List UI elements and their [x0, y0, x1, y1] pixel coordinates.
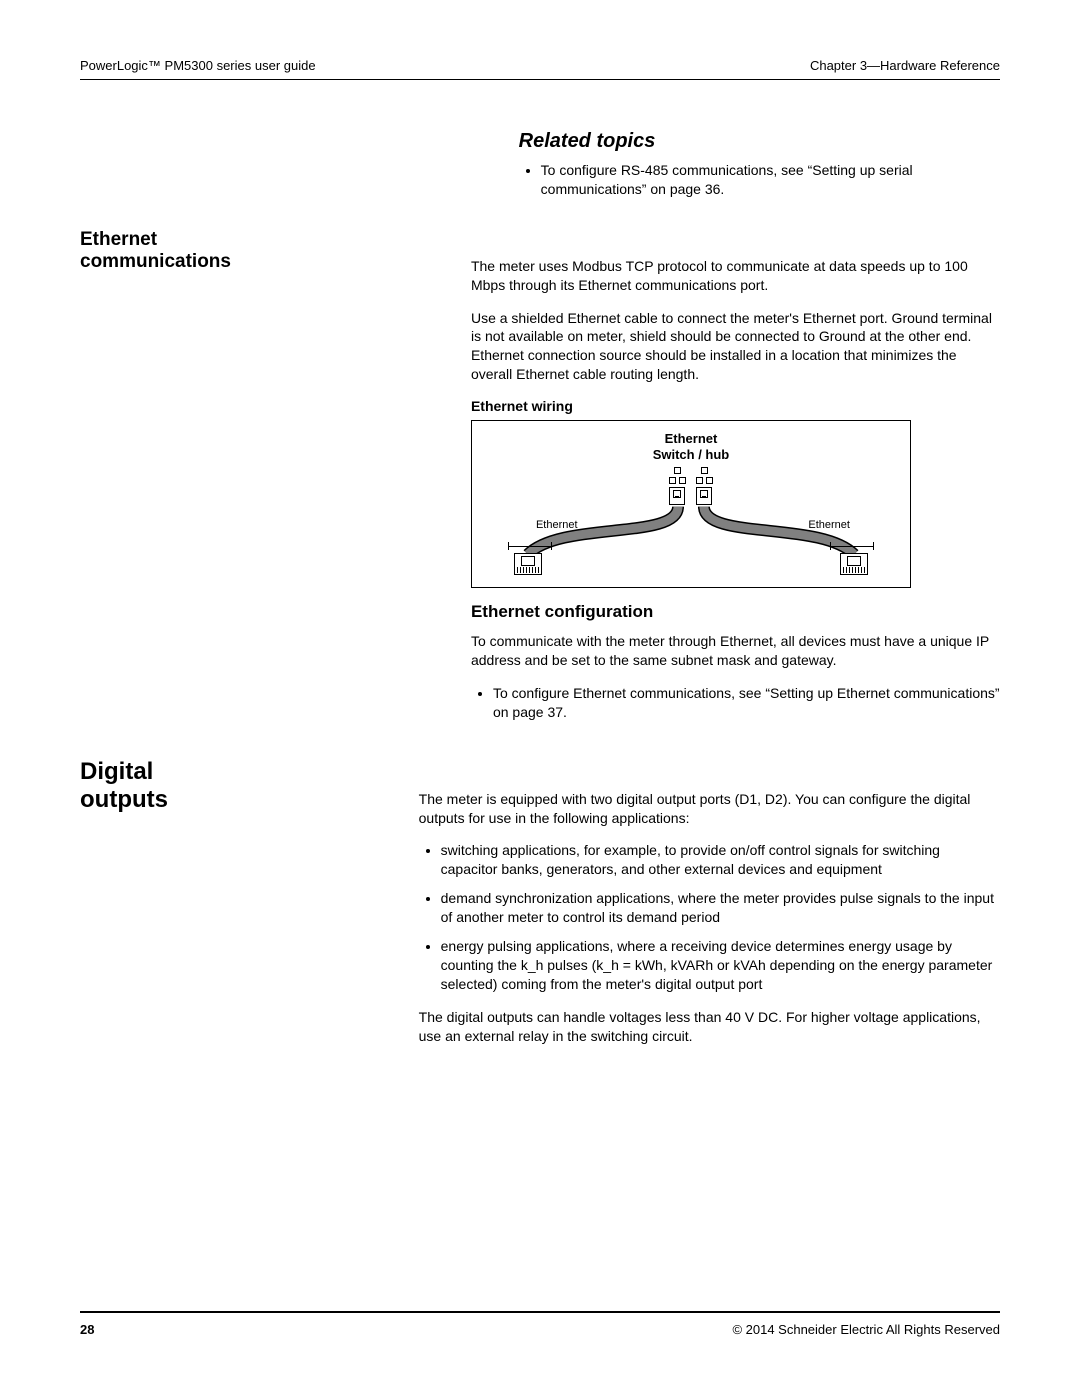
- digital-outro: The digital outputs can handle voltages …: [419, 1008, 1000, 1046]
- list-item: switching applications, for example, to …: [441, 841, 1000, 879]
- list-item: demand synchronization applications, whe…: [441, 889, 1000, 927]
- header-right: Chapter 3—Hardware Reference: [810, 58, 1000, 73]
- dimension-line-icon: [508, 546, 552, 547]
- heading-related-topics: Related topics: [519, 130, 1000, 153]
- diagram-label-left: Ethernet: [536, 519, 578, 531]
- diagram-label-right: Ethernet: [808, 519, 850, 531]
- page-footer: 28 © 2014 Schneider Electric All Rights …: [80, 1322, 1000, 1337]
- page-number: 28: [80, 1322, 94, 1337]
- heading-ethernet-wiring: Ethernet wiring: [471, 398, 1000, 414]
- section-ethernet-communications: Ethernet communications The meter uses M…: [80, 229, 1000, 732]
- digital-intro: The meter is equipped with two digital o…: [419, 790, 1000, 828]
- ethernet-config-list: To configure Ethernet communications, se…: [471, 684, 1000, 722]
- ethernet-config-para: To communicate with the meter through Et…: [471, 632, 1000, 670]
- copyright-text: © 2014 Schneider Electric All Rights Res…: [732, 1322, 1000, 1337]
- related-topics-list: To configure RS-485 communications, see …: [519, 161, 1000, 199]
- heading-digital-outputs: Digital outputs: [80, 758, 179, 814]
- digital-outputs-list: switching applications, for example, to …: [419, 841, 1000, 993]
- related-topics-item: To configure RS-485 communications, see …: [541, 161, 1000, 199]
- page-header: PowerLogic™ PM5300 series user guide Cha…: [80, 58, 1000, 80]
- ethernet-para-2: Use a shielded Ethernet cable to connect…: [471, 309, 1000, 385]
- heading-ethernet-config: Ethernet configuration: [471, 602, 1000, 622]
- dimension-line-icon: [830, 546, 874, 547]
- heading-ethernet-communications: Ethernet communications: [80, 229, 231, 273]
- footer-rule: [80, 1311, 1000, 1313]
- rj45-plug-icon: [840, 553, 868, 575]
- section-related-topics: Related topics To configure RS-485 commu…: [80, 130, 1000, 209]
- section-digital-outputs: Digital outputs The meter is equipped wi…: [80, 758, 1000, 1060]
- header-left: PowerLogic™ PM5300 series user guide: [80, 58, 316, 73]
- ethernet-para-1: The meter uses Modbus TCP protocol to co…: [471, 257, 1000, 295]
- ethernet-config-item: To configure Ethernet communications, se…: [493, 684, 1000, 722]
- list-item: energy pulsing applications, where a rec…: [441, 937, 1000, 994]
- rj45-plug-icon: [514, 553, 542, 575]
- ethernet-wiring-diagram: Ethernet Switch / hub: [471, 420, 911, 588]
- page-content: Related topics To configure RS-485 commu…: [80, 130, 1000, 1079]
